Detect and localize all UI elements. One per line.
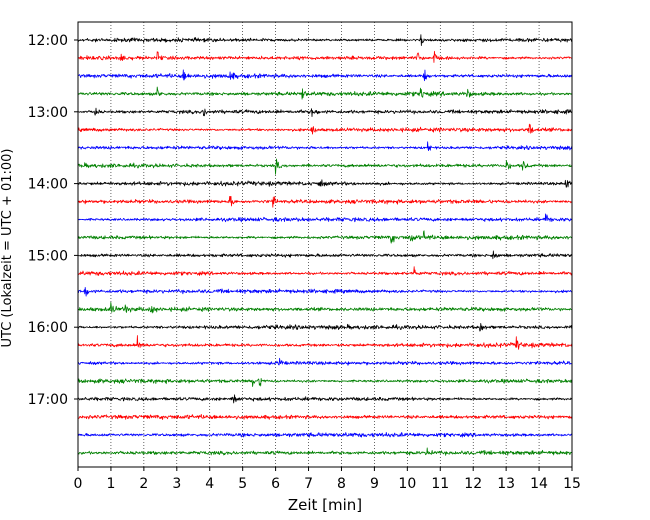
- trace-1400: [77, 179, 573, 188]
- trace-1230: [77, 69, 573, 82]
- trace-1330: [77, 141, 573, 151]
- trace-1415: [77, 195, 572, 208]
- trace-1600: [77, 322, 573, 332]
- trace-1715: [77, 413, 573, 420]
- trace-1215: [77, 50, 572, 63]
- traces: [77, 34, 573, 456]
- x-tick-label: 4: [205, 476, 214, 492]
- y-axis-label: UTC (Lokalzeit = UTC + 01:00): [0, 149, 15, 348]
- x-tick-label: 5: [238, 476, 247, 492]
- trace-1345: [77, 158, 573, 175]
- trace-1645: [77, 378, 573, 387]
- y-tick-label: 15:00: [28, 248, 68, 264]
- grid: [110, 22, 540, 467]
- y-tick-label: 14:00: [28, 177, 68, 193]
- y-tick-label: 16:00: [28, 320, 68, 336]
- trace-1500: [77, 250, 573, 260]
- trace-1300: [77, 107, 573, 117]
- trace-1700: [77, 394, 572, 404]
- trace-1430: [77, 213, 572, 223]
- trace-1445: [77, 230, 572, 244]
- x-tick-label: 10: [398, 476, 416, 492]
- trace-1745: [77, 447, 572, 456]
- trace-1545: [77, 302, 572, 314]
- trace-1530: [77, 287, 572, 297]
- x-tick-label: 14: [530, 476, 548, 492]
- x-tick-label: 11: [431, 476, 449, 492]
- trace-1315: [77, 123, 572, 135]
- x-tick-label: 6: [271, 476, 280, 492]
- trace-1630: [77, 357, 572, 366]
- x-tick-label: 0: [74, 476, 83, 492]
- x-tick-label: 3: [172, 476, 181, 492]
- x-tick-label: 15: [563, 476, 581, 492]
- x-tick-label: 12: [464, 476, 482, 492]
- x-tick-label: 1: [106, 476, 115, 492]
- x-tick-label: 2: [139, 476, 148, 492]
- y-tick-label: 12:00: [28, 33, 68, 49]
- trace-1245: [77, 86, 572, 100]
- x-tick-label: 13: [497, 476, 515, 492]
- x-axis-label: Zeit [min]: [288, 496, 362, 514]
- y-tick-label: 17:00: [28, 392, 68, 408]
- x-tick-label: 7: [304, 476, 313, 492]
- plot-frame: [77, 21, 573, 468]
- y-tick-label: 13:00: [28, 105, 68, 121]
- x-tick-label: 9: [370, 476, 379, 492]
- trace-1615: [77, 335, 573, 350]
- trace-1200: [77, 34, 573, 47]
- x-tick-label: 8: [337, 476, 346, 492]
- trace-1515: [77, 266, 573, 276]
- y-axis: 12:00 13:00 14:00 15:00 16:00 17:00: [28, 33, 78, 408]
- trace-1730: [77, 432, 573, 438]
- x-axis: 0 1 2 3 4 5 6 7 8 9 10 11 12 13 14 15: [74, 467, 581, 492]
